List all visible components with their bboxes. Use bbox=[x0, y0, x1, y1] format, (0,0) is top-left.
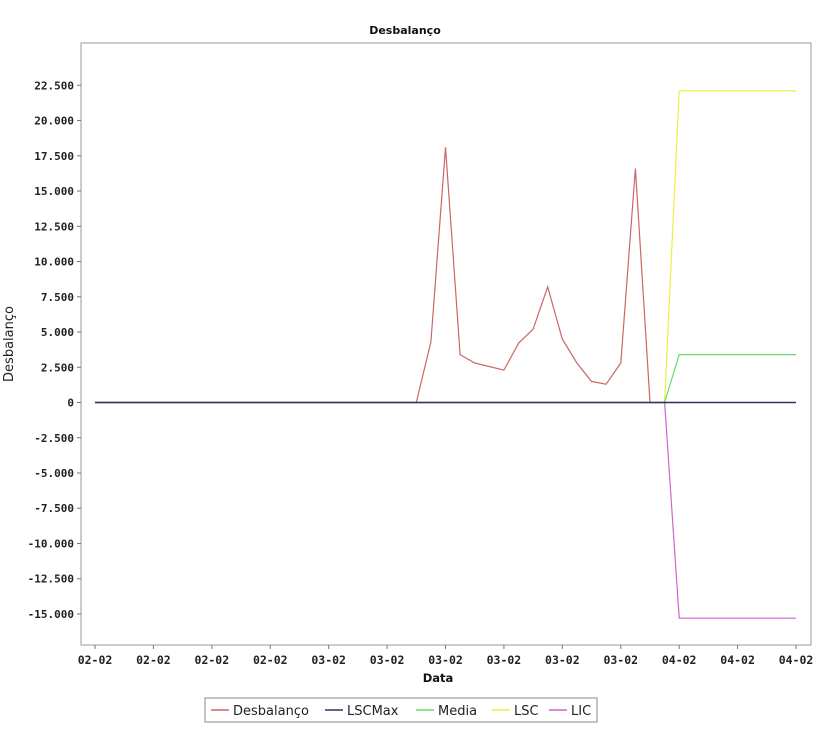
legend-label: LSC bbox=[514, 704, 539, 719]
y-tick-label: -15.000 bbox=[28, 608, 74, 621]
legend-box bbox=[204, 697, 598, 723]
x-axis-label: Data bbox=[423, 671, 454, 685]
x-tick-label: 04-02 bbox=[720, 653, 755, 667]
y-tick-label: 2.500 bbox=[41, 361, 74, 374]
x-tick-label: 03-02 bbox=[487, 653, 522, 667]
x-tick-label: 02-02 bbox=[195, 653, 230, 667]
x-tick-label: 03-02 bbox=[428, 653, 463, 667]
y-tick-label: -5.000 bbox=[34, 467, 74, 480]
y-tick-label: -12.500 bbox=[28, 573, 74, 586]
x-tick-label: 03-02 bbox=[370, 653, 405, 667]
y-axis-label: Desbalanço bbox=[2, 306, 17, 382]
legend: Desbalanço LSCMax Media LSC LIC bbox=[204, 697, 598, 723]
x-tick-label: 04-02 bbox=[779, 653, 814, 667]
x-tick-label: 03-02 bbox=[545, 653, 580, 667]
x-tick-label: 02-02 bbox=[78, 653, 113, 667]
series-lines bbox=[95, 90, 796, 619]
y-tick-label: 10.000 bbox=[34, 256, 74, 269]
legend-label: LIC bbox=[571, 704, 591, 719]
legend-label: Desbalanço bbox=[233, 704, 309, 719]
chart-title: Desbalanço bbox=[369, 24, 441, 37]
y-tick-label: 5.000 bbox=[41, 326, 74, 339]
y-tick-label: 17.500 bbox=[34, 150, 74, 163]
y-tick-label: -7.500 bbox=[34, 502, 74, 515]
y-axis: 22.500 20.000 17.500 15.000 12.500 10.000 7.50… bbox=[28, 79, 81, 621]
y-tick-label: 22.500 bbox=[34, 79, 74, 92]
y-tick-label: -2.500 bbox=[34, 432, 74, 445]
x-tick-label: 03-02 bbox=[311, 653, 346, 667]
legend-label: LSCMax bbox=[347, 704, 399, 719]
x-axis: 02-02 02-02 02-02 02-02 03-02 03-02 03-02 03-02… bbox=[78, 645, 814, 667]
y-tick-label: 12.500 bbox=[34, 220, 74, 233]
y-tick-label: 15.000 bbox=[34, 185, 74, 198]
y-tick-label: 0 bbox=[67, 397, 74, 410]
y-tick-label: 20.000 bbox=[34, 115, 74, 128]
plot-area bbox=[80, 42, 812, 646]
x-tick-label: 02-02 bbox=[136, 653, 171, 667]
x-tick-label: 02-02 bbox=[253, 653, 288, 667]
y-tick-label: 7.500 bbox=[41, 291, 74, 304]
legend-label: Media bbox=[438, 704, 477, 719]
x-tick-label: 03-02 bbox=[603, 653, 638, 667]
y-tick-label: -10.000 bbox=[28, 537, 74, 550]
series-line-desbalan-o bbox=[95, 147, 680, 404]
x-tick-label: 04-02 bbox=[662, 653, 697, 667]
